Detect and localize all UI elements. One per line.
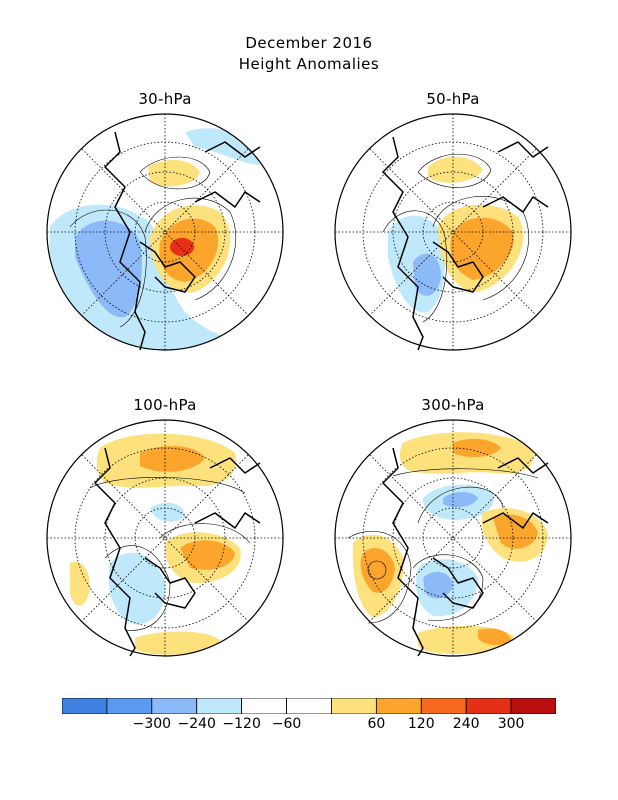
contour-line xyxy=(432,196,530,301)
map-panel-300hpa: 300-hPa xyxy=(333,396,573,668)
colorbar-tick-label: −60 xyxy=(271,716,302,732)
coastline xyxy=(432,241,484,293)
coastline xyxy=(382,447,424,657)
colorbar-swatch xyxy=(420,698,467,714)
anomaly-positive-moderate xyxy=(140,446,205,472)
anomaly-negative-moderate xyxy=(413,253,441,296)
contour-line xyxy=(104,545,171,631)
figure-subtitle: Height Anomalies xyxy=(238,55,380,73)
colorbar-swatch xyxy=(62,698,108,714)
colorbar-tick-label: 120 xyxy=(407,716,435,732)
anomaly-negative-moderate xyxy=(423,571,453,599)
anomaly-positive-weak xyxy=(428,156,483,183)
anomaly-positive-moderate xyxy=(453,438,501,458)
panel-label: 30-hPa xyxy=(138,90,192,108)
anomaly-positive-moderate xyxy=(478,628,511,646)
coastline xyxy=(497,457,549,474)
colorbar xyxy=(62,698,556,714)
coastline xyxy=(194,512,261,529)
figure-title: December 2016 xyxy=(245,34,373,52)
map-boundary xyxy=(46,419,284,657)
contour-line xyxy=(139,156,211,190)
coastline xyxy=(139,241,196,293)
colorbar-swatch xyxy=(510,698,556,714)
anomaly-negative-moderate xyxy=(443,492,478,508)
coastline xyxy=(382,136,424,351)
colorbar-tick-label: 240 xyxy=(452,716,480,732)
anomaly-negative-weak xyxy=(150,502,185,522)
map-panel-50hpa: 50-hPa xyxy=(333,90,573,362)
panel-label: 100-hPa xyxy=(133,396,197,414)
colorbar-swatch xyxy=(106,698,153,714)
polar-map-300hpa xyxy=(334,419,572,657)
coastline xyxy=(104,131,146,351)
anomaly-positive-moderate xyxy=(180,540,235,570)
coastline xyxy=(209,457,261,474)
contour-line xyxy=(89,477,246,494)
contour-line xyxy=(392,468,539,479)
contour-line xyxy=(69,209,147,328)
contour-line xyxy=(367,560,387,580)
contour-line xyxy=(417,153,492,188)
map-panel-30hpa: 30-hPa xyxy=(45,90,285,362)
anomaly-negative-weak xyxy=(108,552,166,624)
panel-label: 300-hPa xyxy=(421,396,485,414)
colorbar-tick-label: −300 xyxy=(132,716,172,732)
anomaly-positive-weak xyxy=(135,631,220,655)
map-boundary xyxy=(334,113,572,351)
colorbar-swatch xyxy=(331,698,377,714)
contour-line xyxy=(347,531,412,624)
colorbar-tick-label: −120 xyxy=(222,716,261,732)
map-boundary xyxy=(334,419,572,657)
coastline xyxy=(482,512,549,529)
colorbar-tick-label: −240 xyxy=(177,716,216,732)
contour-line xyxy=(412,554,484,621)
anomaly-negative-weak xyxy=(185,128,270,165)
polar-map-30hpa xyxy=(46,113,284,351)
contour-line xyxy=(159,523,251,544)
colorbar-tick-label: 300 xyxy=(497,716,525,732)
colorbar-swatch xyxy=(286,698,332,714)
coastline xyxy=(144,557,196,609)
polar-map-50hpa xyxy=(334,113,572,351)
colorbar-swatch xyxy=(241,698,287,714)
anomaly-positive-weak xyxy=(70,561,90,606)
polar-map-100hpa xyxy=(46,419,284,657)
colorbar-tick-label: 60 xyxy=(367,716,386,732)
colorbar-swatch xyxy=(375,698,422,714)
anomaly-positive-moderate xyxy=(360,548,395,593)
map-boundary xyxy=(46,113,284,351)
colorbar-swatch xyxy=(151,698,198,714)
coastline xyxy=(194,191,261,208)
anomaly-positive-weak xyxy=(148,160,200,187)
map-panel-100hpa: 100-hPa xyxy=(45,396,285,668)
contour-line xyxy=(144,197,237,301)
coastline xyxy=(432,557,484,609)
colorbar-swatch xyxy=(465,698,512,714)
contour-line xyxy=(382,210,448,323)
panel-label: 50-hPa xyxy=(426,90,480,108)
colorbar-swatch xyxy=(196,698,243,714)
